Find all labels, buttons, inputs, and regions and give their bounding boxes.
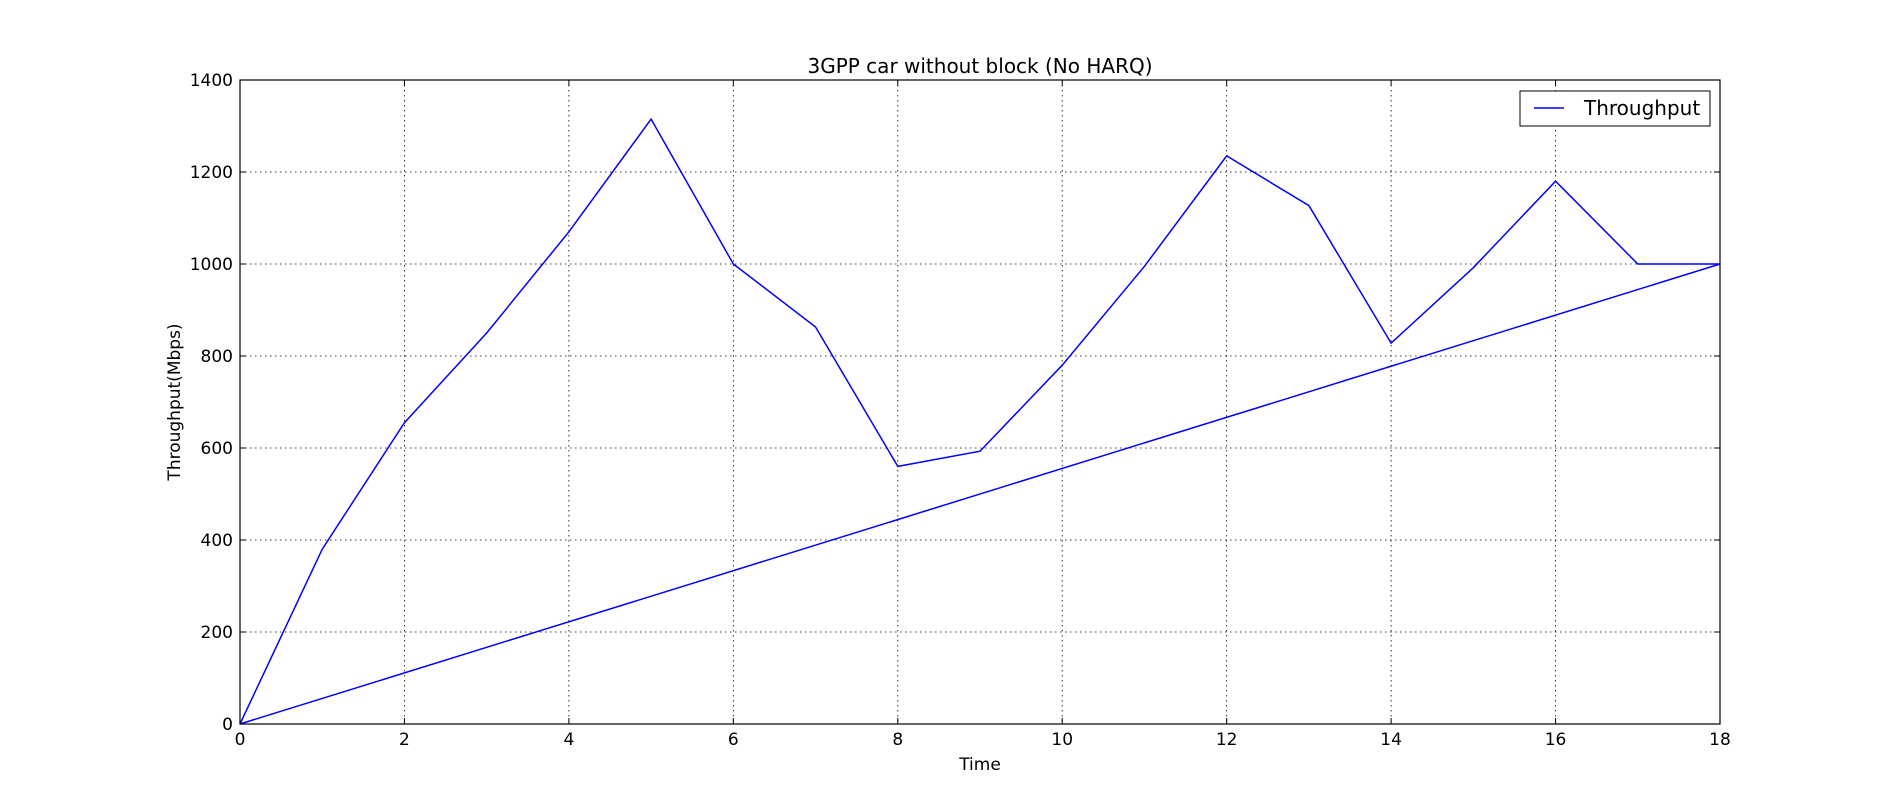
y-tick-labels: 0 200 400 600 800 1000 1200 1400 (190, 71, 233, 735)
y-tick-label: 400 (201, 531, 233, 551)
series-line-throughput (239, 117, 1721, 725)
y-tick-label: 1000 (190, 255, 233, 275)
y-tick-label: 1400 (190, 71, 233, 91)
x-tick-label: 2 (399, 730, 410, 750)
x-tick-label: 6 (728, 730, 739, 750)
series-lines (239, 117, 1721, 725)
chart-title: 3GPP car without block (No HARQ) (807, 54, 1152, 78)
y-tick-label: 0 (222, 715, 233, 735)
y-tick-label: 1200 (190, 163, 233, 183)
x-axis-label: Time (958, 755, 1001, 775)
x-tick-labels: 0 2 4 6 8 10 12 14 16 18 (235, 730, 1731, 750)
x-tick-label: 14 (1380, 730, 1402, 750)
y-axis-label: Throughput(Mbps) (165, 323, 185, 481)
plot-area-frame (239, 79, 1721, 725)
y-tick-label: 600 (201, 439, 233, 459)
x-tick-label: 0 (235, 730, 246, 750)
x-tick-label: 4 (563, 730, 574, 750)
x-tick-label: 12 (1216, 730, 1238, 750)
x-tick-label: 10 (1051, 730, 1073, 750)
legend-label-throughput: Throughput (1583, 96, 1700, 120)
x-tick-label: 16 (1545, 730, 1567, 750)
y-tick-label: 200 (201, 623, 233, 643)
x-tick-label: 18 (1709, 730, 1731, 750)
x-tick-label: 8 (892, 730, 903, 750)
y-tick-label: 800 (201, 347, 233, 367)
legend: Throughput (1519, 90, 1711, 127)
